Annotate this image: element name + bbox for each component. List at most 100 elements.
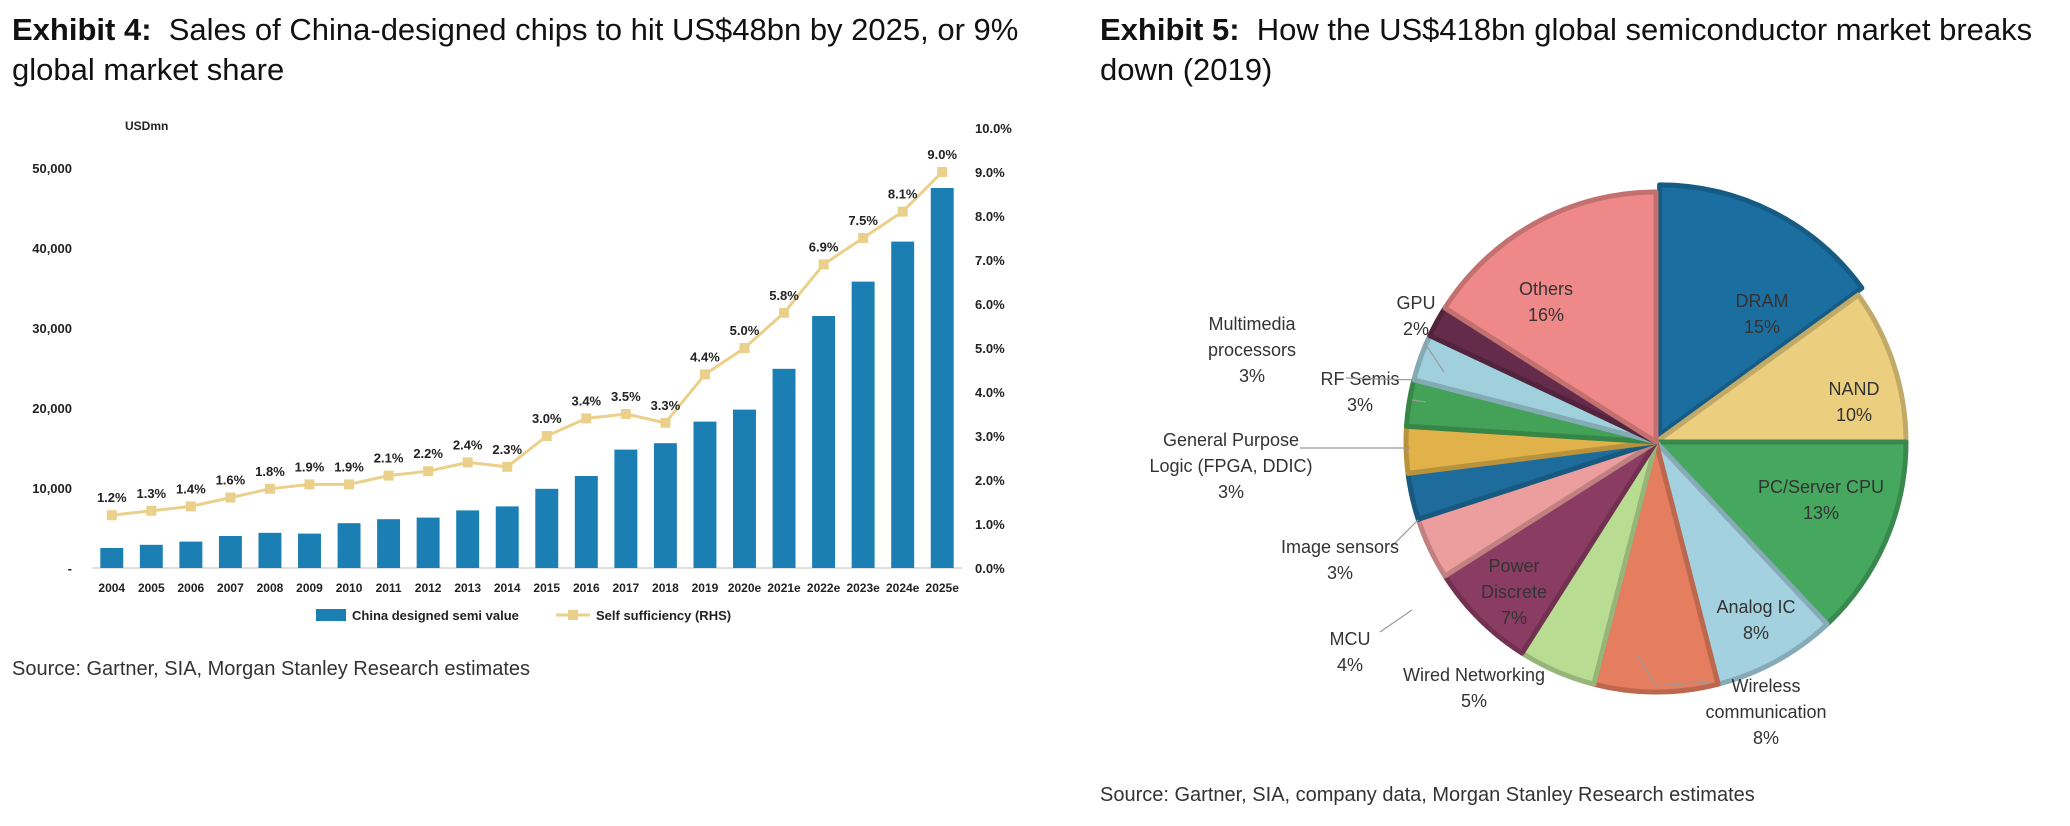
semiconductor-market-pie: DRAM 15% NAND 10% PC/Server CPU 13% Analog IC 8… [1149,182,1909,748]
slice-label: Others 16% [1519,279,1573,325]
leader-line [1423,341,1445,373]
slice-label: MCU 4% [1330,629,1371,675]
y-right-tick-label: 0.0% [975,561,1005,576]
bar [456,510,480,568]
slice-label: DRAM 15% [1736,291,1789,337]
x-tick-label: 2010 [336,581,363,595]
slice-label: Wireless communication 8% [1705,676,1826,748]
data-label: 3.4% [571,393,601,408]
data-label: 1.2% [97,490,127,505]
bar [653,443,677,568]
exhibit-4-title-text: Sales of China-designed chips to hit US$… [12,12,1019,87]
slice-label: GPU 2% [1396,293,1435,339]
x-tick-label: 2017 [613,581,640,595]
y-right-tick-label: 7.0% [975,253,1005,268]
legend-swatch-bars [316,609,346,621]
line-point [423,466,434,477]
data-label: 2.1% [374,451,404,466]
data-label: 1.6% [216,473,246,488]
line-point [699,369,710,380]
bar [733,409,756,568]
x-tick-label: 2022e [807,581,841,595]
line-point [739,343,750,353]
bar [298,533,321,568]
bar [100,548,124,568]
pie-slice [1653,292,1909,445]
x-tick-label: 2020e [728,581,762,595]
line-point [225,492,236,503]
leader-line [1411,399,1427,403]
x-tick-label: 2021e [767,581,801,595]
line-point [304,479,315,490]
x-tick-label: 2011 [376,581,402,595]
bar [891,241,915,568]
x-tick-label: 2005 [138,581,165,595]
y-left-tick-label: 40,000 [32,241,72,256]
y-left-tick-label: 30,000 [32,321,72,336]
slice-label: Wired Networking 5% [1403,665,1545,711]
leader-line [1391,519,1419,547]
slice-label: PC/Server CPU 13% [1758,477,1884,523]
y-left-tick-label: 10,000 [32,481,72,496]
bar [812,316,836,568]
x-tick-label: 2025e [926,581,960,595]
x-tick-label: 2007 [217,581,244,595]
x-tick-label: 2004 [98,581,125,595]
leader-line [1345,377,1419,381]
y-right-tick-label: 6.0% [975,297,1005,312]
bar [416,517,440,568]
line-point [937,167,948,177]
self-sufficiency-line [111,170,944,517]
data-label: 1.3% [136,486,166,501]
legend-label-bars: China designed semi value [352,608,519,623]
bar [139,544,163,568]
data-label: 1.9% [334,459,364,474]
bar [930,188,954,568]
data-label: 4.4% [690,349,720,364]
bar [218,536,242,568]
slice-label: Multimedia processors 3% [1208,314,1297,386]
pie-slice [1591,439,1721,695]
data-label: 3.3% [651,398,681,413]
data-label: 2.4% [453,437,483,452]
data-label: 3.5% [611,389,641,404]
pie-slice [1653,439,1909,627]
y-left-tick-label: - [68,561,72,576]
pie-slice [1653,439,1830,687]
leader-line [1379,609,1413,633]
line-point [383,470,394,481]
x-tick-label: 2008 [257,581,284,595]
legend-label-line: Self sufficiency (RHS) [596,608,731,623]
bar [535,488,559,568]
y-right-tick-label: 3.0% [975,429,1005,444]
x-tick-label: 2023e [846,581,880,595]
x-tick-label: 2016 [573,581,600,595]
x-tick-label: 2006 [178,581,205,595]
data-label: 2.3% [492,442,522,457]
bar [772,368,796,568]
y-right-tick-label: 5.0% [975,341,1005,356]
bar [258,532,282,568]
pie-slice [1657,182,1865,438]
x-tick-label: 2019 [692,581,719,595]
data-label: 1.9% [295,459,325,474]
exhibit-4-source: Source: Gartner, SIA, Morgan Stanley Res… [12,658,531,680]
bar [851,281,875,568]
china-chip-sales-chart: USDmn - 10,000 20,000 30,000 40,000 50,000 0.0%… [32,119,1012,623]
line-point [106,510,117,521]
line-point [344,479,355,490]
data-label: 9.0% [927,147,957,162]
data-label: 5.8% [769,288,799,303]
slice-label: General Purpose Logic (FPGA, DDIC) 3% [1149,430,1312,502]
data-label: 6.9% [809,239,839,254]
line-point [620,409,631,419]
data-label: 1.4% [176,481,206,496]
leader-line [1637,655,1711,687]
bar [574,476,598,568]
bar [377,519,401,568]
exhibit-5-label: Exhibit 5: [1100,12,1240,47]
slice-label: Image sensors 3% [1281,537,1399,583]
data-label: 5.0% [730,323,760,338]
legend-marker-line [568,610,578,620]
line-point [462,457,473,468]
